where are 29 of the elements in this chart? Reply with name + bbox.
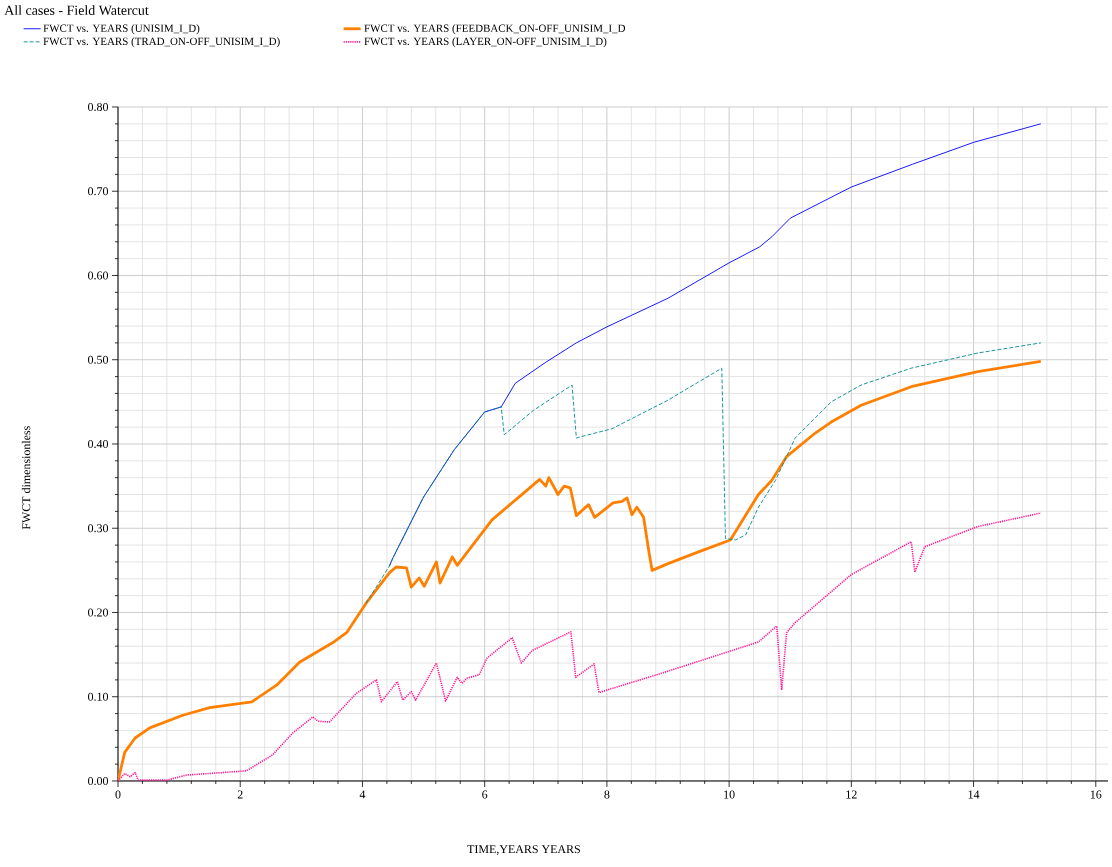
y-tick-label: 0.10 [88, 692, 109, 701]
y-tick-label: 0.80 [88, 102, 109, 112]
legend-label: FWCT vs. YEARS (FEEDBACK_ON-OFF_UNISIM_I_D [364, 24, 626, 35]
y-axis-title: FWCT dimensionless [21, 426, 31, 530]
y-tick-label: 0.20 [88, 608, 109, 617]
x-tick-label: 16 [1090, 790, 1102, 799]
line-series [118, 512, 1042, 781]
line-series [388, 123, 1042, 567]
x-tick-label: 6 [482, 790, 488, 799]
x-tick-label: 4 [359, 790, 366, 799]
y-tick-label: 0.30 [88, 524, 109, 533]
line-series [118, 360, 1043, 781]
x-tick-label: 2 [237, 790, 243, 799]
x-tick-label: 10 [724, 790, 735, 799]
legend-label: FWCT vs. YEARS (TRAD_ON-OFF_UNISIM_I_D) [43, 37, 280, 48]
legend-label: FWCT vs. YEARS (LAYER_ON-OFF_UNISIM_I_D) [364, 37, 607, 48]
x-tick-label: 8 [604, 790, 610, 799]
x-axis-title: TIME,YEARS YEARS [467, 845, 580, 855]
y-tick-label: 0.60 [88, 271, 109, 280]
y-tick-label: 0.70 [88, 187, 109, 196]
line-series [365, 342, 1042, 604]
x-tick-label: 14 [968, 790, 980, 799]
x-tick-label: 0 [115, 790, 121, 799]
x-tick-label: 12 [846, 790, 857, 799]
chart-title: All cases - Field Watercut [4, 5, 149, 16]
y-tick-label: 0.00 [88, 776, 109, 786]
y-tick-label: 0.40 [88, 439, 109, 449]
y-tick-label: 0.50 [88, 355, 109, 364]
legend-label: FWCT vs. YEARS (UNISIM_I_D) [43, 24, 200, 35]
